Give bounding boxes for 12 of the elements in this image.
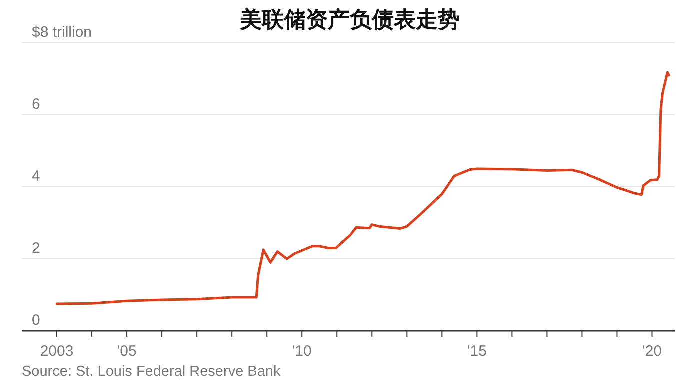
y-tick-label: 6 [32,96,40,113]
x-tick-label: 2003 [40,343,74,360]
y-tick-label: 2 [32,240,40,257]
y-tick-label: 0 [32,312,40,329]
y-tick-label: 4 [32,168,40,185]
source-note: Source: St. Louis Federal Reserve Bank [22,364,282,380]
x-tick-label: '15 [467,343,487,360]
x-tick-label: '05 [117,343,137,360]
chart-title: 美联储资产负债表走势 [239,7,460,33]
x-tick-label: '10 [292,343,312,360]
x-tick-label: '20 [642,343,662,360]
y-tick-label: $8 trillion [32,24,92,41]
